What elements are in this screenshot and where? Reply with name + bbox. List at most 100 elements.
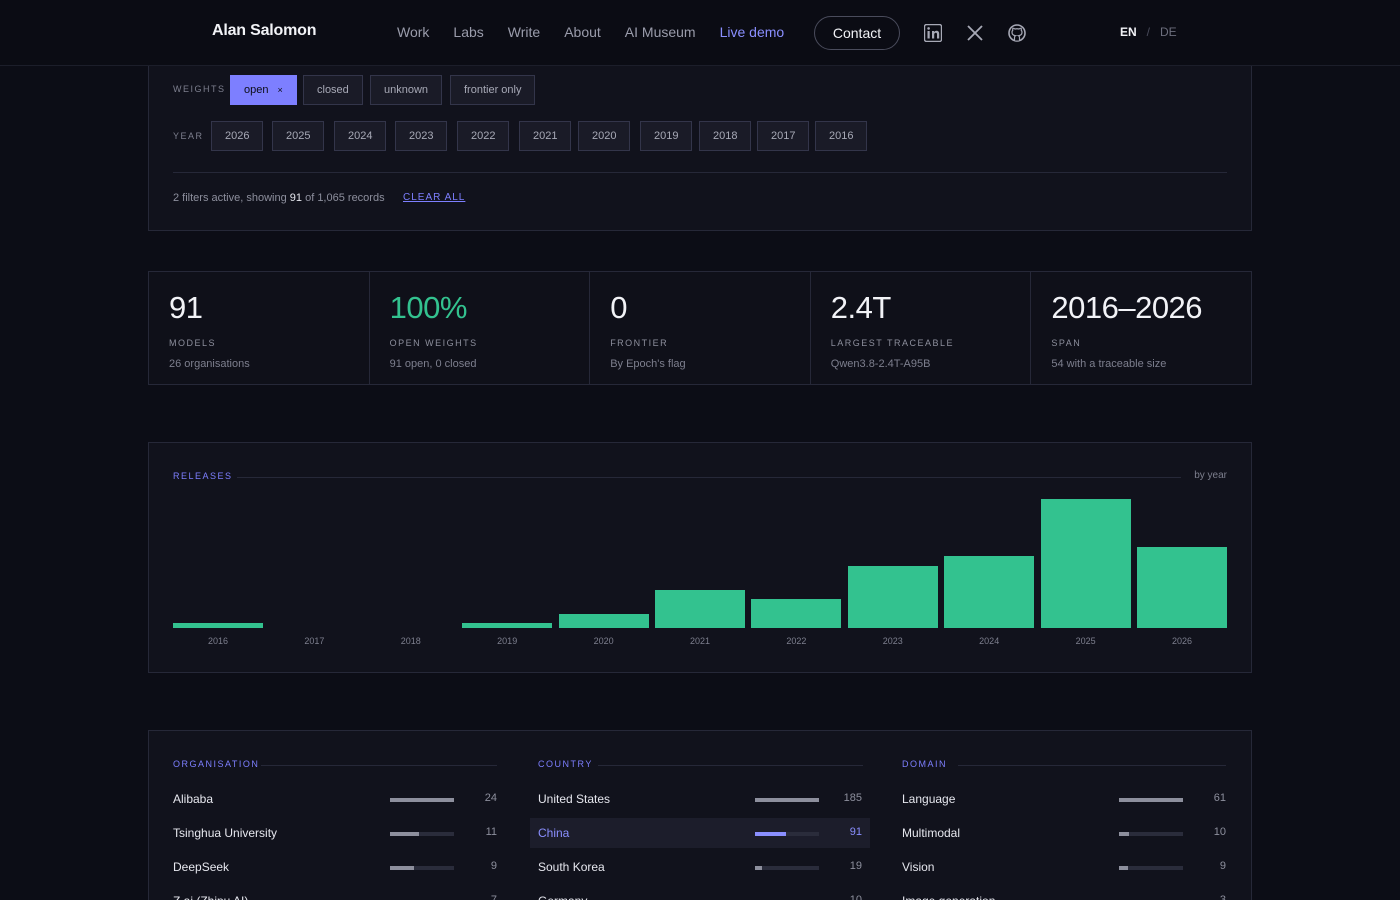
year-chip-2020[interactable]: 2020 [578,121,631,151]
nav-live-demo[interactable]: Live demo [719,24,785,40]
release-bar-2016[interactable] [173,623,263,628]
organisation-row[interactable]: Tsinghua University 11 [173,818,513,848]
row-count: 9 [1219,860,1226,872]
filter-chip-unknown[interactable]: unknown [370,75,443,105]
domain-row[interactable]: Image generation 3 [902,886,1242,900]
nav-ai-museum[interactable]: AI Museum [624,24,696,40]
domain-row[interactable]: Vision 9 [902,852,1242,882]
nav-write[interactable]: Write [507,24,541,40]
row-count: 185 [843,792,862,804]
stat-models: 91 MODELS 26 organisations [149,272,370,384]
year-chip-2017[interactable]: 2017 [757,121,810,151]
year-chip-2018[interactable]: 2018 [699,121,752,151]
domain-row[interactable]: Multimodal 10 [902,818,1242,848]
weights-label: WEIGHTS [173,84,226,94]
lang-de[interactable]: DE [1160,25,1177,39]
title-rule [958,765,1226,766]
stat-sub: 54 with a traceable size [1051,358,1167,370]
stat-sub: Qwen3.8-2.4T-A95B [830,358,931,370]
release-bar-2021[interactable] [655,589,745,628]
brand-name[interactable]: Alan Salomon [212,22,317,39]
country-row[interactable]: South Korea 19 [530,852,870,882]
row-count: 11 [485,826,497,838]
stat-span: 2016–2026 SPAN 54 with a traceable size [1031,272,1251,384]
year-chip-2021[interactable]: 2021 [519,121,572,151]
release-bar-2023[interactable] [847,565,938,628]
organisation-row[interactable]: Z.ai (Zhipu AI) 7 [173,886,513,900]
row-bar-track [1119,866,1183,870]
row-bar-track [1119,832,1183,836]
row-count: 3 [1219,894,1226,900]
year-chip-2024[interactable]: 2024 [334,121,387,151]
stat-value: 100% [389,290,468,325]
stat-sub: 91 open, 0 closed [389,358,477,370]
year-chip-2023[interactable]: 2023 [395,121,448,151]
x-tick-label: 2019 [497,636,518,646]
site-header: Alan Salomon Work Labs Write About AI Mu… [0,0,1400,66]
year-chip-2025[interactable]: 2025 [272,121,325,151]
row-bar-track [755,798,819,802]
x-tick-label: 2024 [979,636,1000,646]
row-bar-fill [755,832,787,836]
release-bar-2026[interactable] [1137,546,1227,628]
row-count: 10 [1213,826,1226,838]
github-icon[interactable] [1007,23,1027,43]
filter-chip-closed[interactable]: closed [303,75,363,105]
organisation-row[interactable]: DeepSeek 9 [173,852,513,882]
filters-panel: WEIGHTS open × closed unknown frontier on… [148,66,1252,231]
filter-chip-frontier-only[interactable]: frontier only [450,75,536,105]
row-bar-fill [390,798,454,802]
stat-frontier: 0 FRONTIER By Epoch's flag [590,272,811,384]
row-bar-fill [1119,866,1129,870]
x-tick-label: 2021 [689,636,711,646]
linkedin-icon[interactable] [923,23,943,43]
row-count: 91 [849,826,862,838]
contact-button[interactable]: Contact [814,16,900,50]
release-bar-2022[interactable] [751,599,842,628]
stat-value: 2016–2026 [1051,290,1203,325]
country-row[interactable]: United States 185 [530,784,870,814]
lang-en[interactable]: EN [1120,25,1137,39]
release-bar-2024[interactable] [944,556,1035,628]
clear-all-link[interactable]: CLEAR ALL [403,192,466,203]
stat-largest-traceable: 2.4T LARGEST TRACEABLE Qwen3.8-2.4T-A95B [811,272,1032,384]
country-row[interactable]: China 91 [530,818,870,848]
row-count: 24 [484,792,497,804]
domain-row[interactable]: Language 61 [902,784,1242,814]
organisation-row[interactable]: Alibaba 24 [173,784,513,814]
row-bar-fill [755,866,762,870]
stat-value: 2.4T [830,290,892,325]
x-icon[interactable] [965,23,985,43]
group-by-toggle[interactable]: by year [1194,470,1227,481]
chip-label: open [244,84,269,96]
main-nav: Work Labs Write About AI Museum Live dem… [397,24,808,40]
release-bar-2020[interactable] [558,613,649,628]
stat-value: 0 [610,290,627,325]
row-name: Image generation [902,894,995,900]
nav-labs[interactable]: Labs [453,24,484,40]
row-bar-fill [390,832,420,836]
stat-label: OPEN WEIGHTS [389,338,478,348]
releases-title: RELEASES [173,471,233,481]
filter-chip-open[interactable]: open × [230,75,297,105]
nav-work[interactable]: Work [397,24,430,40]
country-row[interactable]: Germany 10 [530,886,870,900]
year-chip-2019[interactable]: 2019 [640,121,693,151]
row-name: Alibaba [173,792,214,806]
row-name: Language [902,792,956,806]
remove-icon[interactable]: × [277,85,283,95]
release-bar-2019[interactable] [462,623,553,628]
country-title: COUNTRY [538,759,593,769]
x-tick-label: 2023 [882,636,903,646]
release-bar-2025[interactable] [1040,499,1131,628]
row-name: United States [538,792,611,806]
nav-about[interactable]: About [564,24,601,40]
domain-title: DOMAIN [902,759,947,769]
releases-chart: RELEASES by year 2016 2017 2018 2019 2020 202… [148,442,1252,673]
year-chip-2022[interactable]: 2022 [457,121,510,151]
stat-sub: By Epoch's flag [610,358,686,370]
row-bar-track [390,798,454,802]
row-bar-track [1119,798,1183,802]
year-chip-2026[interactable]: 2026 [211,121,264,151]
year-chip-2016[interactable]: 2016 [815,121,868,151]
